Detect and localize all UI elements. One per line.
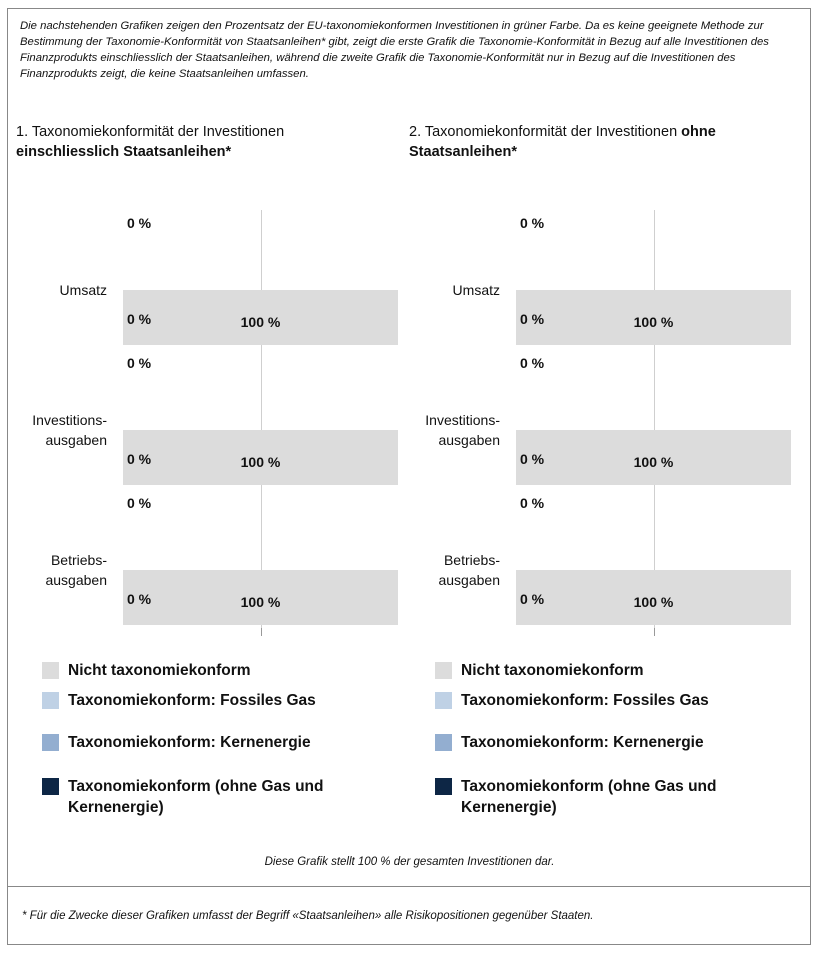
value-label: 100 % bbox=[633, 454, 674, 470]
legend-swatch bbox=[435, 778, 452, 795]
value-label: 0 % bbox=[127, 451, 152, 467]
legend-label: Nicht taxonomiekonform bbox=[68, 662, 251, 679]
value-label: 100 % bbox=[633, 594, 674, 610]
bar bbox=[516, 430, 791, 485]
title-text: 1. Taxonomiekonformität der Investitione… bbox=[16, 124, 285, 140]
legend-swatch bbox=[42, 734, 59, 751]
grid-line bbox=[653, 210, 655, 636]
category-label: Umsatz bbox=[59, 282, 107, 298]
value-label: 0 % bbox=[520, 215, 545, 231]
legend-label: Taxonomiekonform: Fossiles Gas bbox=[461, 692, 709, 709]
legend-swatch bbox=[42, 692, 59, 709]
frame bbox=[7, 8, 811, 945]
category-label: Betriebs- ausgaben bbox=[438, 552, 500, 588]
value-label: 0 % bbox=[127, 215, 152, 231]
bar bbox=[516, 290, 791, 345]
legend-swatch bbox=[435, 662, 452, 679]
legend-swatch bbox=[435, 692, 452, 709]
value-label: 0 % bbox=[127, 495, 152, 511]
value-label: 100 % bbox=[240, 314, 281, 330]
value-label: 0 % bbox=[127, 311, 152, 327]
category-label: Investitions- ausgaben bbox=[425, 412, 500, 448]
legend-label: Taxonomiekonform (ohne Gas und Kernenerg… bbox=[461, 778, 717, 816]
legend-label: Nicht taxonomiekonform bbox=[461, 662, 644, 679]
value-label: 0 % bbox=[127, 355, 152, 371]
legend-swatch bbox=[435, 734, 452, 751]
value-label: 100 % bbox=[633, 314, 674, 330]
category-label: Betriebs- ausgaben bbox=[45, 552, 107, 588]
title-bold: einschliesslich Staatsanleihen* bbox=[16, 144, 232, 160]
value-label: 0 % bbox=[520, 311, 545, 327]
value-label: 0 % bbox=[127, 591, 152, 607]
value-label: 0 % bbox=[520, 355, 545, 371]
legend-swatch bbox=[42, 778, 59, 795]
axis-tick bbox=[653, 628, 655, 636]
grid-line bbox=[260, 210, 262, 636]
chart-title: 1. Taxonomiekonformität der Investitione… bbox=[16, 122, 386, 162]
caption: Diese Grafik stellt 100 % der gesamten I… bbox=[264, 856, 555, 868]
value-label: 0 % bbox=[520, 495, 545, 511]
legend-swatch bbox=[42, 662, 59, 679]
legend-label: Taxonomiekonform (ohne Gas und Kernenerg… bbox=[68, 778, 324, 816]
bar bbox=[123, 430, 398, 485]
chart-title: 2. Taxonomiekonformität der Investitione… bbox=[409, 122, 779, 162]
value-label: 100 % bbox=[240, 454, 281, 470]
value-label: 0 % bbox=[520, 591, 545, 607]
title-bold: ohne Staatsanleihen* bbox=[409, 124, 716, 160]
value-label: 0 % bbox=[520, 451, 545, 467]
intro: Die nachstehenden Grafiken zeigen den Pr… bbox=[20, 20, 769, 80]
category-label: Investitions- ausgaben bbox=[32, 412, 107, 448]
legend-label: Taxonomiekonform: Fossiles Gas bbox=[68, 692, 316, 709]
legend-label: Taxonomiekonform: Kernenergie bbox=[461, 734, 704, 751]
bar bbox=[123, 570, 398, 625]
legend-label: Taxonomiekonform: Kernenergie bbox=[68, 734, 311, 751]
bar bbox=[516, 570, 791, 625]
bar bbox=[123, 290, 398, 345]
footnote: * Für die Zwecke dieser Grafiken umfasst… bbox=[22, 910, 594, 922]
title-text: 2. Taxonomiekonformität der Investitione… bbox=[409, 124, 678, 140]
axis-tick bbox=[260, 628, 262, 636]
category-label: Umsatz bbox=[452, 282, 500, 298]
divider bbox=[7, 886, 811, 887]
value-label: 100 % bbox=[240, 594, 281, 610]
